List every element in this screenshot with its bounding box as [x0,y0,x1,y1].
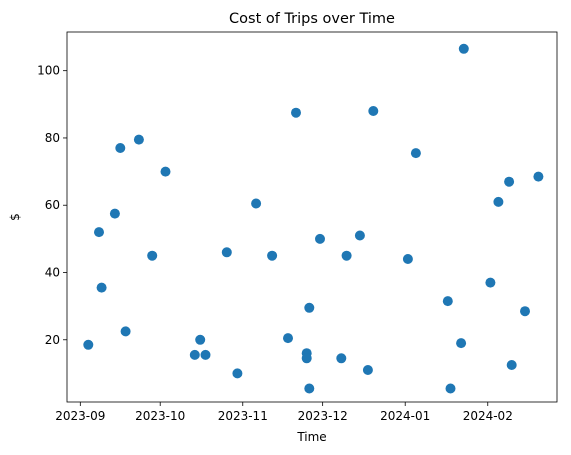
x-tick-label: 2023-12 [298,409,348,423]
scatter-point [520,306,530,317]
scatter-point [354,230,365,241]
scatter-point [301,353,312,364]
points-layer [83,43,544,394]
scatter-point [456,338,467,349]
y-tick-label: 20 [45,333,60,347]
scatter-point [83,339,94,350]
scatter-point [402,254,413,264]
scatter-point [120,326,131,337]
scatter-point [160,166,171,177]
x-axis-label: Time [296,430,326,444]
x-tick-label: 2023-10 [135,409,185,423]
scatter-point [445,383,456,394]
scatter-point [96,282,107,293]
scatter-point [485,277,496,288]
scatter-point [533,171,544,182]
scatter-point [221,247,232,258]
scatter-point [442,296,453,307]
scatter-point [304,383,315,394]
y-tick-label: 40 [45,266,60,280]
x-axis-ticks: 2023-09 2023-10 2023-11 2023-12 2024-01 2024-… [55,402,513,423]
scatter-point [336,353,347,364]
y-tick-label: 100 [37,64,60,78]
scatter-point [506,360,517,370]
y-axis-label: $ [8,213,22,221]
scatter-point [94,227,104,238]
scatter-point [195,334,206,345]
scatter-point [251,198,262,209]
scatter-point [133,134,144,145]
scatter-point [504,176,515,187]
scatter-point [189,349,200,360]
scatter-point [283,333,293,344]
scatter-point [200,349,211,360]
scatter-point [315,233,325,244]
y-tick-label: 80 [45,131,60,145]
scatter-point [232,368,243,379]
scatter-point [267,250,278,261]
y-tick-label: 60 [45,198,60,212]
x-tick-label: 2024-02 [463,409,513,423]
chart-title: Cost of Trips over Time [229,11,395,27]
scatter-point [291,107,301,118]
scatter-point [115,143,126,153]
x-tick-label: 2023-11 [218,409,268,423]
scatter-point [362,365,373,375]
scatter-point [493,196,504,207]
scatter-point [147,250,158,261]
x-tick-label: 2024-01 [380,409,430,423]
scatter-point [341,250,352,261]
scatter-point [410,148,421,159]
scatter-point [109,208,120,219]
scatter-point [368,106,379,116]
scatter-point [458,43,469,54]
x-tick-label: 2023-09 [55,409,105,423]
plot-frame [66,31,558,403]
scatter-point [304,302,315,313]
y-axis-ticks: 20 40 60 80 100 [37,64,67,347]
